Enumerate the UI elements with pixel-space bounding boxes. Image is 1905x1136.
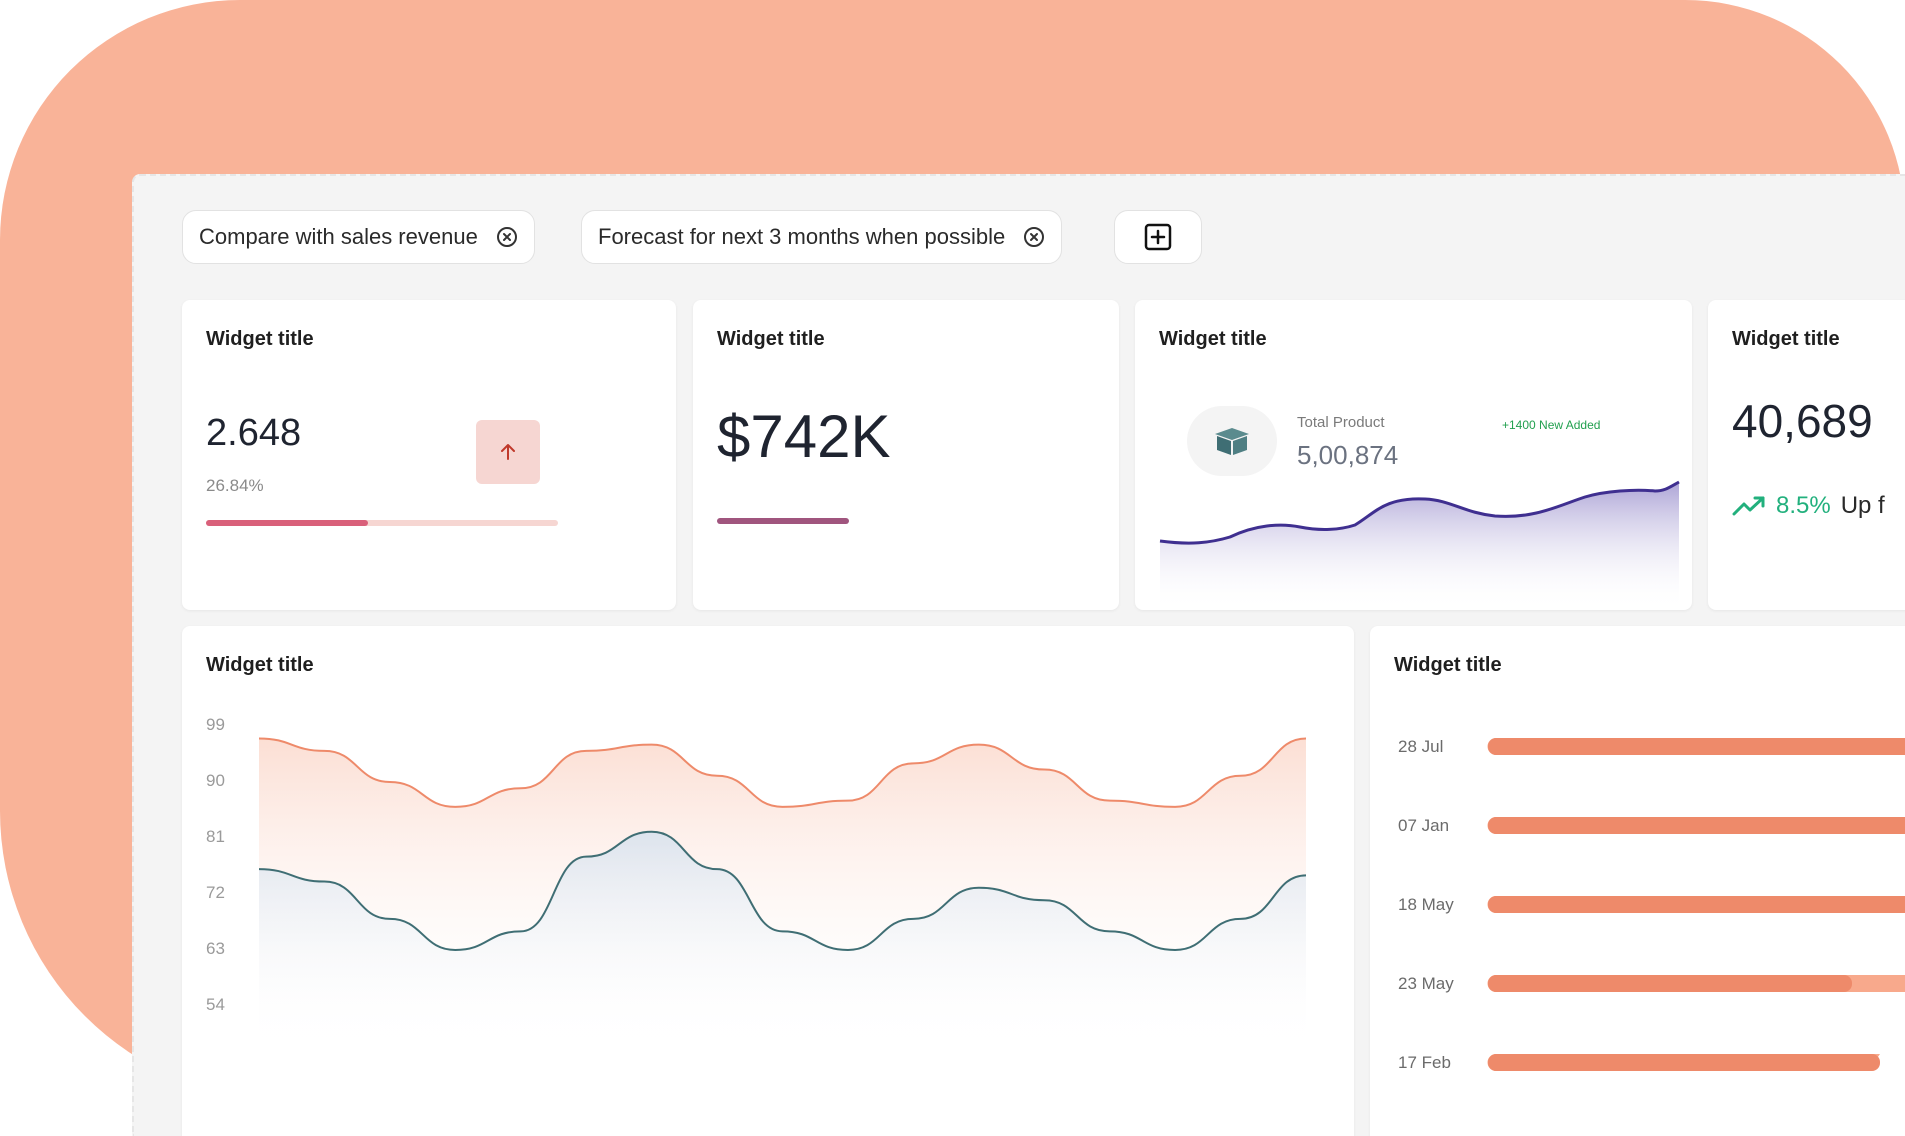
kpi-card-3: Widget title Total Product 5,00,874 +140…	[1135, 300, 1692, 610]
add-filter-button[interactable]	[1114, 210, 1202, 264]
bar-value	[1488, 817, 1905, 834]
close-circle-icon[interactable]	[496, 226, 518, 248]
bar-value	[1488, 738, 1905, 755]
kpi-value: 2.648	[206, 412, 301, 455]
bar-chart	[1370, 626, 1905, 1136]
widget-title: Widget title	[1159, 328, 1267, 351]
close-circle-icon[interactable]	[1023, 226, 1045, 248]
filter-chip-label: Compare with sales revenue	[199, 224, 478, 250]
trend-text: Up f	[1841, 492, 1885, 520]
kpi-underline	[717, 518, 849, 524]
plus-square-icon	[1142, 221, 1174, 253]
kpi-card-2: Widget title $742K	[693, 300, 1119, 610]
kpi-progress-fill	[206, 520, 368, 526]
widget-title: Widget title	[206, 328, 314, 351]
kpi-card-4: Widget title 40,689 8.5% Up f	[1708, 300, 1905, 610]
kpi-progress-bar	[206, 520, 558, 526]
dashboard-panel: Compare with sales revenue Forecast for …	[132, 174, 1905, 1136]
trend-value: 8.5%	[1776, 492, 1831, 520]
filter-chip-label: Forecast for next 3 months when possible	[598, 224, 1005, 250]
kpi-value: 40,689	[1732, 394, 1873, 448]
kpi-card-1: Widget title 2.648 26.84%	[182, 300, 676, 610]
kpi-percent: 26.84%	[206, 476, 264, 496]
arrow-up-icon	[476, 420, 540, 484]
filter-chip-compare[interactable]: Compare with sales revenue	[182, 210, 535, 264]
trend-row: 8.5% Up f	[1732, 492, 1885, 520]
bar-value	[1488, 975, 1852, 992]
new-added-badge: +1400 New Added	[1502, 418, 1600, 432]
sparkline-chart	[1135, 455, 1692, 610]
trending-up-icon	[1732, 495, 1766, 517]
bar-value	[1488, 1054, 1880, 1071]
filter-chip-forecast[interactable]: Forecast for next 3 months when possible	[581, 210, 1062, 264]
kpi-value: $742K	[717, 402, 891, 471]
bar-value	[1488, 896, 1905, 913]
line-chart	[182, 626, 1354, 1136]
total-product-label: Total Product	[1297, 414, 1385, 431]
widget-title: Widget title	[1732, 328, 1840, 351]
widget-title: Widget title	[717, 328, 825, 351]
